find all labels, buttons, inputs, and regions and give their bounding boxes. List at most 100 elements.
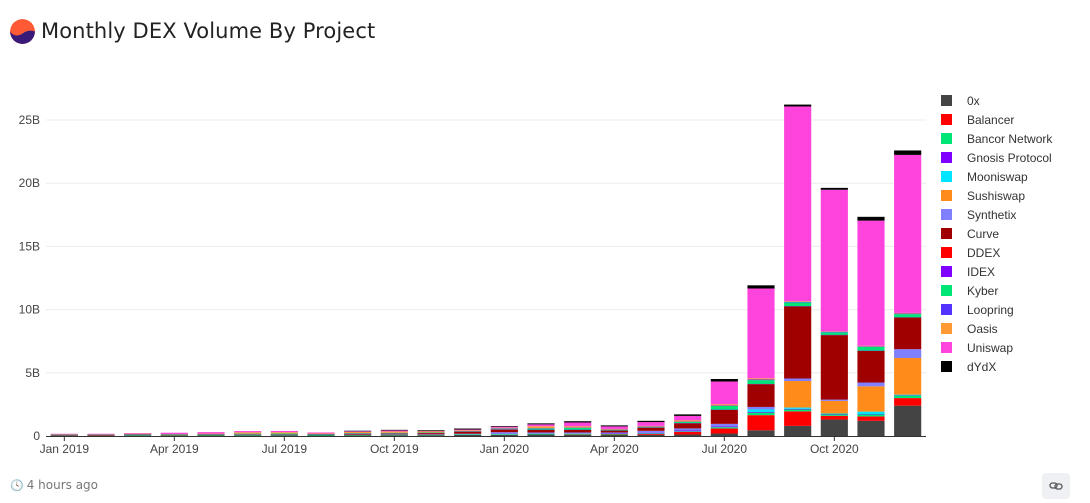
bar-segment-0x [380, 435, 408, 436]
bar-segment-balancer [894, 398, 922, 406]
bar-segment-mooniswap [857, 411, 885, 415]
link-icon [1049, 482, 1063, 490]
legend-item[interactable]: Uniswap [941, 338, 1052, 357]
y-tick-label: 25B [19, 113, 40, 127]
bar-segment-dydx [674, 414, 702, 416]
legend-swatch [941, 228, 952, 239]
link-button[interactable] [1042, 473, 1070, 499]
bar-segment-kyber [637, 426, 665, 428]
bar-segment-bancor-network [234, 434, 262, 436]
legend-item[interactable]: DDEX [941, 243, 1052, 262]
legend-item[interactable]: Loopring [941, 300, 1052, 319]
bar-segment-loopring [490, 428, 518, 429]
bar-segment-oasis [600, 428, 628, 430]
bar-segment-oasis [637, 425, 665, 427]
y-tick-label: 10B [19, 303, 40, 317]
bar-segment-curve [857, 350, 885, 383]
x-tick-label: Jan 2019 [40, 442, 90, 456]
y-tick-label: 5B [25, 366, 40, 380]
bar-segment-curve [674, 423, 702, 429]
bar-segment-bancor-network [270, 434, 298, 436]
bar-segment-uniswap [490, 426, 518, 428]
bar-segment-bancor-network [454, 434, 482, 435]
bar-segment-bancor-network [50, 435, 78, 436]
bar-segment-uniswap [417, 430, 445, 432]
legend-item[interactable]: Balancer [941, 110, 1052, 129]
bar-segment-uniswap [344, 431, 372, 432]
legend-item[interactable]: Sushiswap [941, 186, 1052, 205]
bar-segment-synthetix [637, 430, 665, 433]
legend-swatch [941, 95, 952, 106]
bar-segment-curve [380, 433, 408, 435]
bar-segment-sushiswap [820, 400, 848, 414]
stacked-bar-chart: 0 5B 10B 15B 20B 25B Jan 2019 Apr 2019 Jul 2019 O… [19, 104, 926, 456]
bar-segment-gnosis-protocol [784, 408, 812, 410]
bar-segment-0x [600, 434, 628, 436]
x-tick-label: Jan 2020 [480, 442, 530, 456]
bar-segment-0x [894, 405, 922, 436]
bar-segment-uniswap [160, 432, 188, 434]
bar-segment-dydx [527, 423, 555, 425]
bar-segment-kyber [710, 405, 738, 410]
bar-segment-synthetix [564, 432, 592, 434]
x-tick-label: Apr 2019 [150, 442, 199, 456]
bar-segment-synthetix [747, 406, 775, 410]
legend-item[interactable]: Curve [941, 224, 1052, 243]
bar-segment-uniswap [50, 433, 78, 435]
bar-segment-synthetix [490, 432, 518, 435]
x-tick-label: Jul 2019 [262, 442, 308, 456]
bar-segment-synthetix [380, 434, 408, 435]
bar-segment-mooniswap [894, 394, 922, 396]
legend-item[interactable]: Oasis [941, 319, 1052, 338]
bar-segment-mooniswap [784, 407, 812, 409]
bar-segment-uniswap [674, 415, 702, 421]
bar-segment-oasis [417, 431, 445, 433]
bar-segment-uniswap [820, 189, 848, 332]
bar-segment-bancor-network [160, 435, 188, 436]
legend-item[interactable]: 0x [941, 91, 1052, 110]
x-tick-label: Apr 2020 [590, 442, 639, 456]
legend-swatch [941, 266, 952, 277]
legend-swatch [941, 247, 952, 258]
legend-item[interactable]: Synthetix [941, 205, 1052, 224]
bar-segment-kyber [380, 432, 408, 434]
bar-segment-gnosis-protocol [674, 430, 702, 432]
bar-segment-dydx [490, 426, 518, 427]
bar-segment-loopring [747, 379, 775, 381]
chart-header: Monthly DEX Volume By Project [10, 14, 375, 48]
bar-segment-dydx [894, 150, 922, 155]
legend-item[interactable]: dYdX [941, 357, 1052, 376]
bar-segment-dydx [710, 378, 738, 382]
bar-segment-uniswap [454, 429, 482, 431]
bar-segment-oasis [234, 432, 262, 434]
bar-segment-0x [124, 435, 152, 436]
legend-swatch [941, 133, 952, 144]
x-tick-label: Oct 2019 [370, 442, 419, 456]
bar-segment-curve [637, 427, 665, 431]
bar-segment-balancer [600, 434, 628, 435]
bar-segment-curve [344, 434, 372, 435]
bar-segment-synthetix [527, 432, 555, 434]
bar-segment-curve [820, 335, 848, 400]
bar-segment-dydx [600, 425, 628, 427]
legend-item[interactable]: Kyber [941, 281, 1052, 300]
legend-label: Bancor Network [967, 131, 1053, 146]
legend-label: IDEX [967, 264, 996, 279]
legend-item[interactable]: IDEX [941, 262, 1052, 281]
bar-segment-balancer [747, 415, 775, 431]
bar-segment-balancer [784, 411, 812, 426]
page-title: Monthly DEX Volume By Project [41, 19, 376, 43]
bar-segment-uniswap [894, 154, 922, 313]
legend-item[interactable]: Mooniswap [941, 167, 1052, 186]
bar-segment-oasis [674, 420, 702, 422]
bar-segment-kyber [234, 433, 262, 435]
bar-segment-bancor-network [637, 433, 665, 434]
legend-item[interactable]: Bancor Network [941, 129, 1052, 148]
bar-segment-bancor-network [857, 414, 885, 417]
legend-swatch [941, 361, 952, 372]
bar-segment-synthetix [417, 434, 445, 435]
bar-segment-curve [454, 431, 482, 434]
bar-segment-dydx [380, 429, 408, 431]
bar-segment-gnosis-protocol [857, 413, 885, 415]
legend-item[interactable]: Gnosis Protocol [941, 148, 1052, 167]
